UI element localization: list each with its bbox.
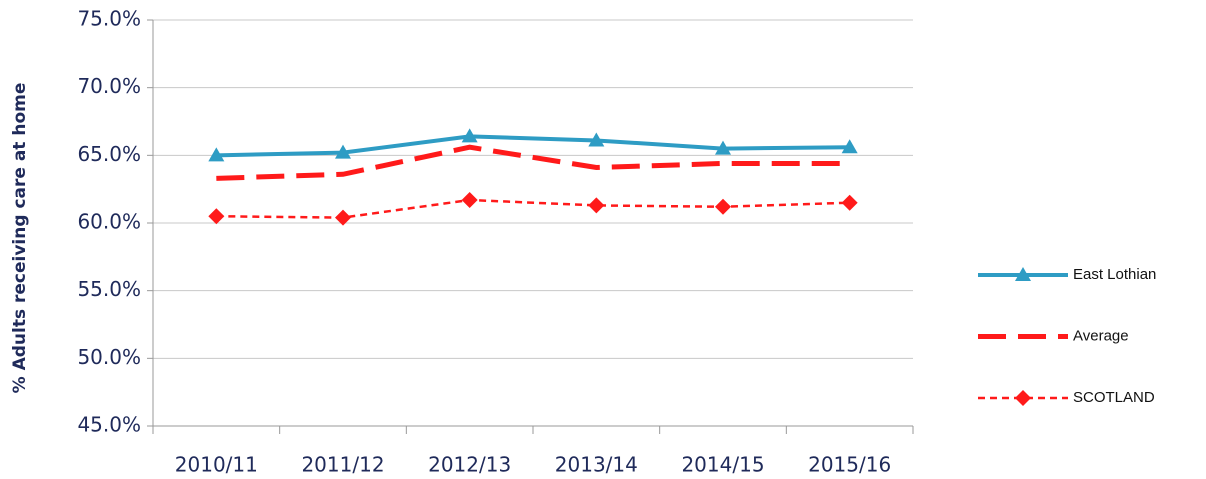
series-line — [216, 134, 850, 158]
marker — [841, 139, 858, 154]
x-tick-label: 2013/14 — [555, 453, 638, 477]
y-tick-label: 75.0% — [77, 7, 141, 31]
marker — [208, 208, 225, 225]
marker — [715, 198, 731, 215]
x-tick-label: 2015/16 — [808, 453, 891, 477]
legend-label: Average — [1073, 327, 1129, 344]
legend-label: SCOTLAND — [1073, 389, 1155, 406]
x-tick-label: 2011/12 — [301, 453, 384, 477]
marker — [335, 144, 351, 159]
series-line — [216, 144, 850, 181]
y-tick-label: 50.0% — [77, 345, 141, 369]
y-tick-label: 65.0% — [77, 142, 141, 166]
marker — [1015, 390, 1031, 406]
marker — [841, 194, 858, 211]
marker — [461, 191, 478, 208]
y-tick-label: 70.0% — [77, 74, 141, 98]
x-tick-label: 2012/13 — [428, 453, 511, 477]
marker — [588, 132, 605, 147]
marker — [461, 128, 478, 143]
y-tick-label: 60.0% — [77, 210, 141, 234]
y-axis-label: % Adults receiving care at home — [10, 83, 30, 394]
marker — [715, 140, 731, 155]
marker — [588, 197, 605, 214]
y-tick-label: 55.0% — [77, 277, 141, 301]
marker — [1015, 267, 1031, 281]
x-tick-label: 2010/11 — [175, 453, 258, 477]
y-tick-label: 45.0% — [77, 413, 141, 437]
series-line — [216, 198, 850, 219]
x-tick-label: 2014/15 — [681, 453, 764, 477]
marker — [208, 147, 225, 162]
marker — [335, 209, 351, 226]
legend-label: East Lothian — [1073, 266, 1156, 283]
